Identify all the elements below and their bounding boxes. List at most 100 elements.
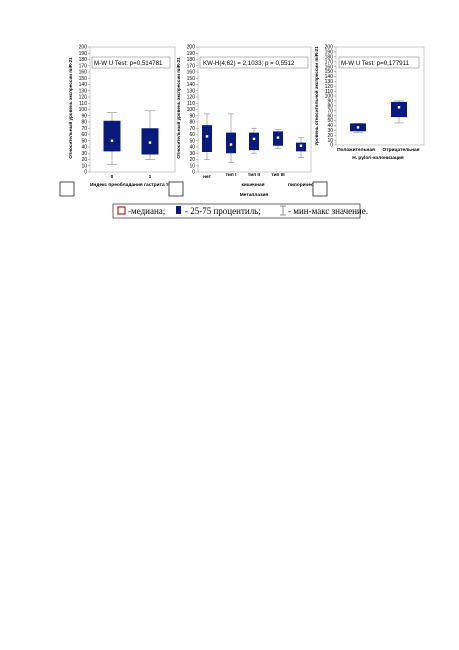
y-tick-label: 100	[187, 107, 196, 113]
median-marker	[229, 143, 233, 146]
median-marker	[110, 139, 114, 142]
y-tick-label: 80	[327, 104, 333, 110]
y-ticks: 0102030405060708090100110120130140150160…	[325, 45, 336, 149]
y-axis-label: Уровень относительной экспрессии miR-21	[313, 46, 319, 146]
empty-square-1	[59, 181, 75, 197]
box-0	[202, 113, 212, 160]
y-tick-label: 20	[189, 157, 195, 163]
y-tick-label: 170	[187, 63, 196, 69]
category-label: нет	[203, 175, 212, 180]
y-tick-label: 170	[325, 59, 334, 65]
x-axis-label: H. pylori-колонизация	[352, 155, 404, 161]
y-tick-label: 90	[327, 99, 333, 105]
y-tick-label: 110	[325, 89, 333, 95]
y-tick-label: 0	[330, 143, 333, 149]
legend-iqr-label: - 25-75 процентиль;	[185, 206, 261, 216]
y-tick-label: 90	[81, 113, 87, 119]
chart-panel-hpylori: M-W U Test: p=0,177911 Уровень относител…	[313, 45, 425, 161]
median-marker	[356, 126, 360, 129]
y-tick-label: 120	[325, 84, 334, 90]
y-tick-label: 40	[327, 123, 333, 129]
y-tick-label: 70	[81, 126, 87, 132]
y-tick-label: 80	[189, 120, 195, 126]
legend-range-icon	[280, 205, 286, 216]
y-tick-label: 40	[189, 145, 195, 151]
iqr-box	[103, 120, 121, 152]
median-marker	[148, 141, 152, 144]
y-tick-label: 10	[189, 163, 195, 169]
x-axis-label: Индекс преобладания гастрита тел	[90, 181, 174, 188]
stat-box	[338, 56, 420, 69]
y-tick-label: 80	[81, 120, 87, 126]
y-tick-label: 180	[79, 57, 88, 63]
y-tick-label: 200	[79, 45, 88, 51]
y-tick-label: 180	[187, 57, 196, 63]
stat-label: KW-H(4;62) = 2,1033; p = 0,5512	[203, 60, 295, 67]
y-ticks: 0102030405060708090100110120130140150160…	[187, 45, 198, 176]
y-tick-label: 0	[84, 170, 87, 176]
y-tick-label: 10	[327, 138, 333, 144]
y-tick-label: 100	[79, 107, 88, 113]
y-tick-label: 150	[325, 69, 334, 75]
y-tick-label: 50	[81, 138, 87, 144]
x-axis-label: Метаплазия	[240, 192, 269, 198]
empty-square-2	[168, 181, 184, 197]
category-label: тип III	[271, 172, 285, 178]
legend-frame	[112, 203, 361, 219]
category-label: 0	[111, 174, 114, 180]
iqr-box	[141, 128, 159, 155]
y-axis-label: Относительный уровень экспрессии miR-21	[175, 57, 181, 159]
y-tick-label: 40	[81, 145, 87, 151]
category-labels: Положительная Отрицательная	[337, 147, 420, 153]
box-0	[103, 112, 121, 165]
boxes	[350, 100, 407, 134]
stat-label: M-W U Test: p=0,177911	[341, 60, 410, 67]
box-0	[350, 123, 366, 134]
legend: -медиана; - 25-75 процентиль; - мин-макс…	[112, 203, 368, 219]
y-tick-label: 10	[81, 163, 87, 169]
box-1	[226, 113, 236, 163]
category-label: пилорическ	[288, 183, 317, 188]
legend-iqr-swatch	[176, 206, 181, 214]
box-1	[391, 100, 407, 124]
category-label: тип I	[226, 172, 238, 178]
median-marker	[397, 106, 401, 109]
y-tick-label: 30	[327, 128, 333, 134]
legend-range-label: - мин-макс значение.	[288, 206, 368, 216]
y-tick-label: 130	[187, 88, 196, 94]
median-marker	[299, 144, 303, 147]
y-tick-label: 190	[79, 51, 88, 57]
stat-box	[199, 56, 309, 69]
y-tick-label: 30	[81, 151, 87, 157]
y-tick-label: 130	[325, 79, 334, 85]
iqr-box	[202, 125, 212, 152]
y-tick-label: 50	[189, 138, 195, 144]
y-tick-label: 160	[187, 70, 196, 76]
y-tick-label: 150	[187, 76, 196, 82]
y-tick-label: 130	[79, 88, 88, 94]
y-tick-label: 150	[79, 76, 88, 82]
y-tick-label: 60	[327, 113, 333, 119]
y-tick-label: 110	[79, 101, 87, 107]
y-tick-label: 160	[325, 64, 334, 70]
box-3	[273, 129, 283, 149]
median-marker	[252, 137, 256, 141]
y-tick-label: 170	[79, 63, 88, 69]
y-axis-label: Относительный уровень экспрессии miR-21	[67, 57, 73, 159]
group-label: кишечная	[241, 183, 264, 188]
y-tick-label: 20	[81, 157, 87, 163]
y-tick-label: 60	[189, 132, 195, 138]
stat-label: M-W U Test: p=0,514781	[94, 60, 163, 67]
y-tick-label: 160	[79, 70, 88, 76]
y-tick-label: 120	[79, 95, 88, 101]
y-tick-label: 110	[187, 101, 195, 107]
median-marker	[276, 136, 280, 139]
y-tick-label: 140	[325, 74, 334, 80]
iqr-box	[391, 101, 407, 118]
y-tick-label: 50	[327, 118, 333, 124]
y-tick-label: 200	[187, 45, 196, 51]
median-marker	[205, 135, 209, 138]
category-label: тип II	[248, 172, 261, 178]
